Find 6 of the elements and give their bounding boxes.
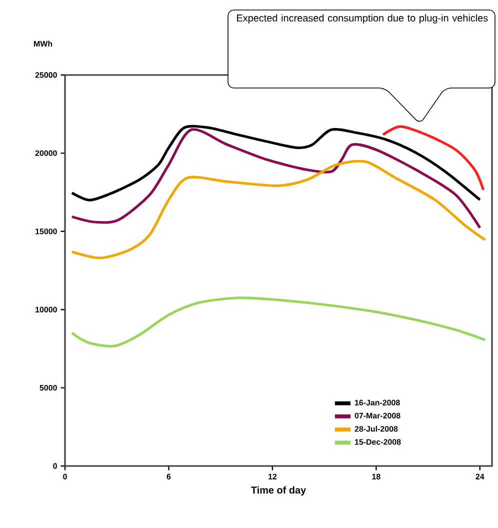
x-axis-title: Time of day (251, 486, 306, 496)
line-series (382, 125, 485, 192)
line-series (70, 160, 486, 260)
text: Expected increased consumption due to plug-in vehicles (237, 14, 488, 24)
line-series (70, 296, 486, 348)
line-series (70, 128, 482, 230)
